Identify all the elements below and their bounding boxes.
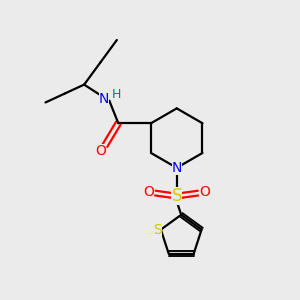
Text: O: O xyxy=(95,144,106,158)
Text: N: N xyxy=(172,161,182,175)
Text: S: S xyxy=(172,187,182,205)
Text: O: O xyxy=(143,184,154,199)
Text: H: H xyxy=(111,88,121,101)
Text: O: O xyxy=(199,184,210,199)
Text: N: N xyxy=(99,92,109,106)
Text: S: S xyxy=(153,223,162,237)
